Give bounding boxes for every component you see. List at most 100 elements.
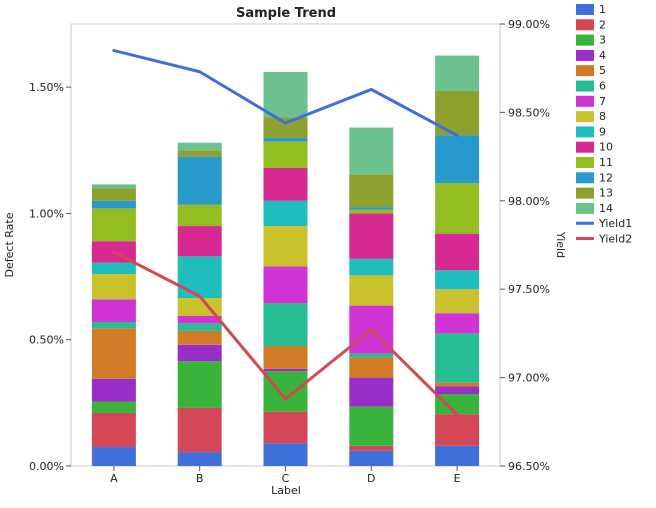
bar-segment-14-C	[263, 71, 308, 118]
bar-segment-1-C	[263, 443, 308, 466]
bars-group	[91, 55, 480, 466]
y2-tick-label: 96.50%	[508, 460, 550, 473]
x-tick-label: C	[282, 472, 290, 485]
legend-label-7: 7	[599, 95, 606, 108]
bar-segment-14-E	[435, 55, 480, 91]
chart-title: Sample Trend	[236, 6, 336, 21]
y-tick-label: 1.50%	[29, 81, 64, 94]
bar-segment-3-E	[435, 394, 480, 415]
bar-segment-4-E	[435, 386, 480, 395]
axes-group: 0.00% 0.50% 1.00% 1.50% 96.50% 97.00% 97.50% 98…	[29, 18, 550, 485]
bar-segment-3-D	[349, 406, 394, 446]
bar-segment-8-D	[349, 275, 394, 306]
bar-segment-10-B	[177, 226, 222, 257]
x-tick-label: E	[454, 472, 461, 485]
bar-segment-4-A	[91, 378, 136, 402]
bar-segment-3-B	[177, 361, 222, 408]
legend-label-6: 6	[599, 80, 606, 93]
bar-segment-10-D	[349, 213, 394, 259]
legend-swatch-4	[576, 49, 594, 61]
y2-tick-label: 97.00%	[508, 372, 550, 385]
bar-segment-3-C	[263, 371, 308, 412]
bar-segment-12-C	[263, 137, 308, 142]
bar-segment-7-C	[263, 266, 308, 304]
bar-segment-14-D	[349, 127, 394, 175]
bar-segment-12-D	[349, 207, 394, 210]
legend-label-12: 12	[599, 171, 613, 184]
legend-label-8: 8	[599, 110, 606, 123]
legend-swatch-11	[576, 157, 594, 168]
bar-segment-5-E	[435, 382, 480, 387]
bar-segment-9-B	[177, 256, 222, 299]
line-Yield1	[112, 49, 459, 137]
legend-label-2: 2	[599, 18, 606, 31]
x-tick-label: A	[110, 472, 118, 485]
legend-swatch-6	[576, 80, 594, 92]
legend-label-1: 1	[599, 3, 606, 16]
bar-segment-8-C	[263, 226, 308, 267]
lines-group	[112, 49, 459, 417]
bar-segment-6-B	[177, 323, 222, 331]
legend-label-5: 5	[599, 64, 606, 77]
legend-label-11: 11	[599, 156, 613, 169]
bar-segment-8-A	[91, 274, 136, 300]
bar-segment-7-B	[177, 315, 222, 324]
bar-segment-14-A	[91, 184, 136, 189]
legend-swatch-12	[576, 172, 594, 184]
y-tick-label: 0.50%	[29, 334, 64, 347]
x-tick-label: B	[196, 472, 204, 485]
bar-segment-11-B	[177, 204, 222, 227]
x-tick-label: D	[367, 472, 375, 485]
bar-segment-5-C	[263, 346, 308, 369]
bar-segment-2-B	[177, 407, 222, 453]
bar-segment-10-C	[263, 167, 308, 201]
bar-segment-11-A	[91, 208, 136, 242]
legend-label-13: 13	[599, 187, 613, 200]
x-axis-label: Label	[271, 484, 301, 497]
bar-segment-12-B	[177, 156, 222, 205]
bar-segment-8-E	[435, 289, 480, 314]
bar-segment-5-A	[91, 328, 136, 379]
bar-segment-2-C	[263, 411, 308, 444]
y-tick-label: 0.00%	[29, 460, 64, 473]
bar-segment-6-E	[435, 333, 480, 383]
legend-swatch-3	[576, 34, 594, 46]
bar-segment-9-C	[263, 200, 308, 227]
bar-segment-1-D	[349, 450, 394, 466]
y-tick-label: 1.00%	[29, 207, 64, 220]
y2-tick-label: 98.00%	[508, 195, 550, 208]
bar-segment-10-E	[435, 233, 480, 271]
line-Yield2	[112, 250, 459, 417]
bar-segment-13-B	[177, 150, 222, 157]
legend-swatch-7	[576, 95, 594, 107]
legend-label-3: 3	[599, 34, 606, 47]
bar-segment-4-B	[177, 344, 222, 362]
bar-segment-6-A	[91, 322, 136, 329]
y2-tick-label: 97.50%	[508, 283, 550, 296]
legend-swatch-10	[576, 141, 594, 153]
bar-segment-9-A	[91, 262, 136, 275]
bar-segment-4-C	[263, 368, 308, 372]
bar-segment-13-D	[349, 174, 394, 208]
bar-segment-1-B	[177, 452, 222, 466]
bar-segment-11-D	[349, 209, 394, 214]
y2-tick-label: 99.00%	[508, 18, 550, 31]
legend-swatch-9	[576, 126, 594, 138]
legend-label-10: 10	[599, 141, 613, 154]
bar-segment-9-E	[435, 270, 480, 290]
bar-segment-2-D	[349, 445, 394, 451]
bar-segment-11-E	[435, 183, 480, 234]
bar-segment-12-E	[435, 135, 480, 184]
bar-segment-7-A	[91, 299, 136, 323]
legend-label-14: 14	[599, 202, 613, 215]
bar-segment-12-A	[91, 200, 136, 209]
legend-swatch-14	[576, 202, 594, 214]
legend-swatch-5	[576, 65, 594, 77]
legend-swatch-13	[576, 187, 594, 199]
bar-segment-1-A	[91, 447, 136, 466]
bar-segment-13-C	[263, 117, 308, 138]
bar-segment-7-E	[435, 313, 480, 334]
